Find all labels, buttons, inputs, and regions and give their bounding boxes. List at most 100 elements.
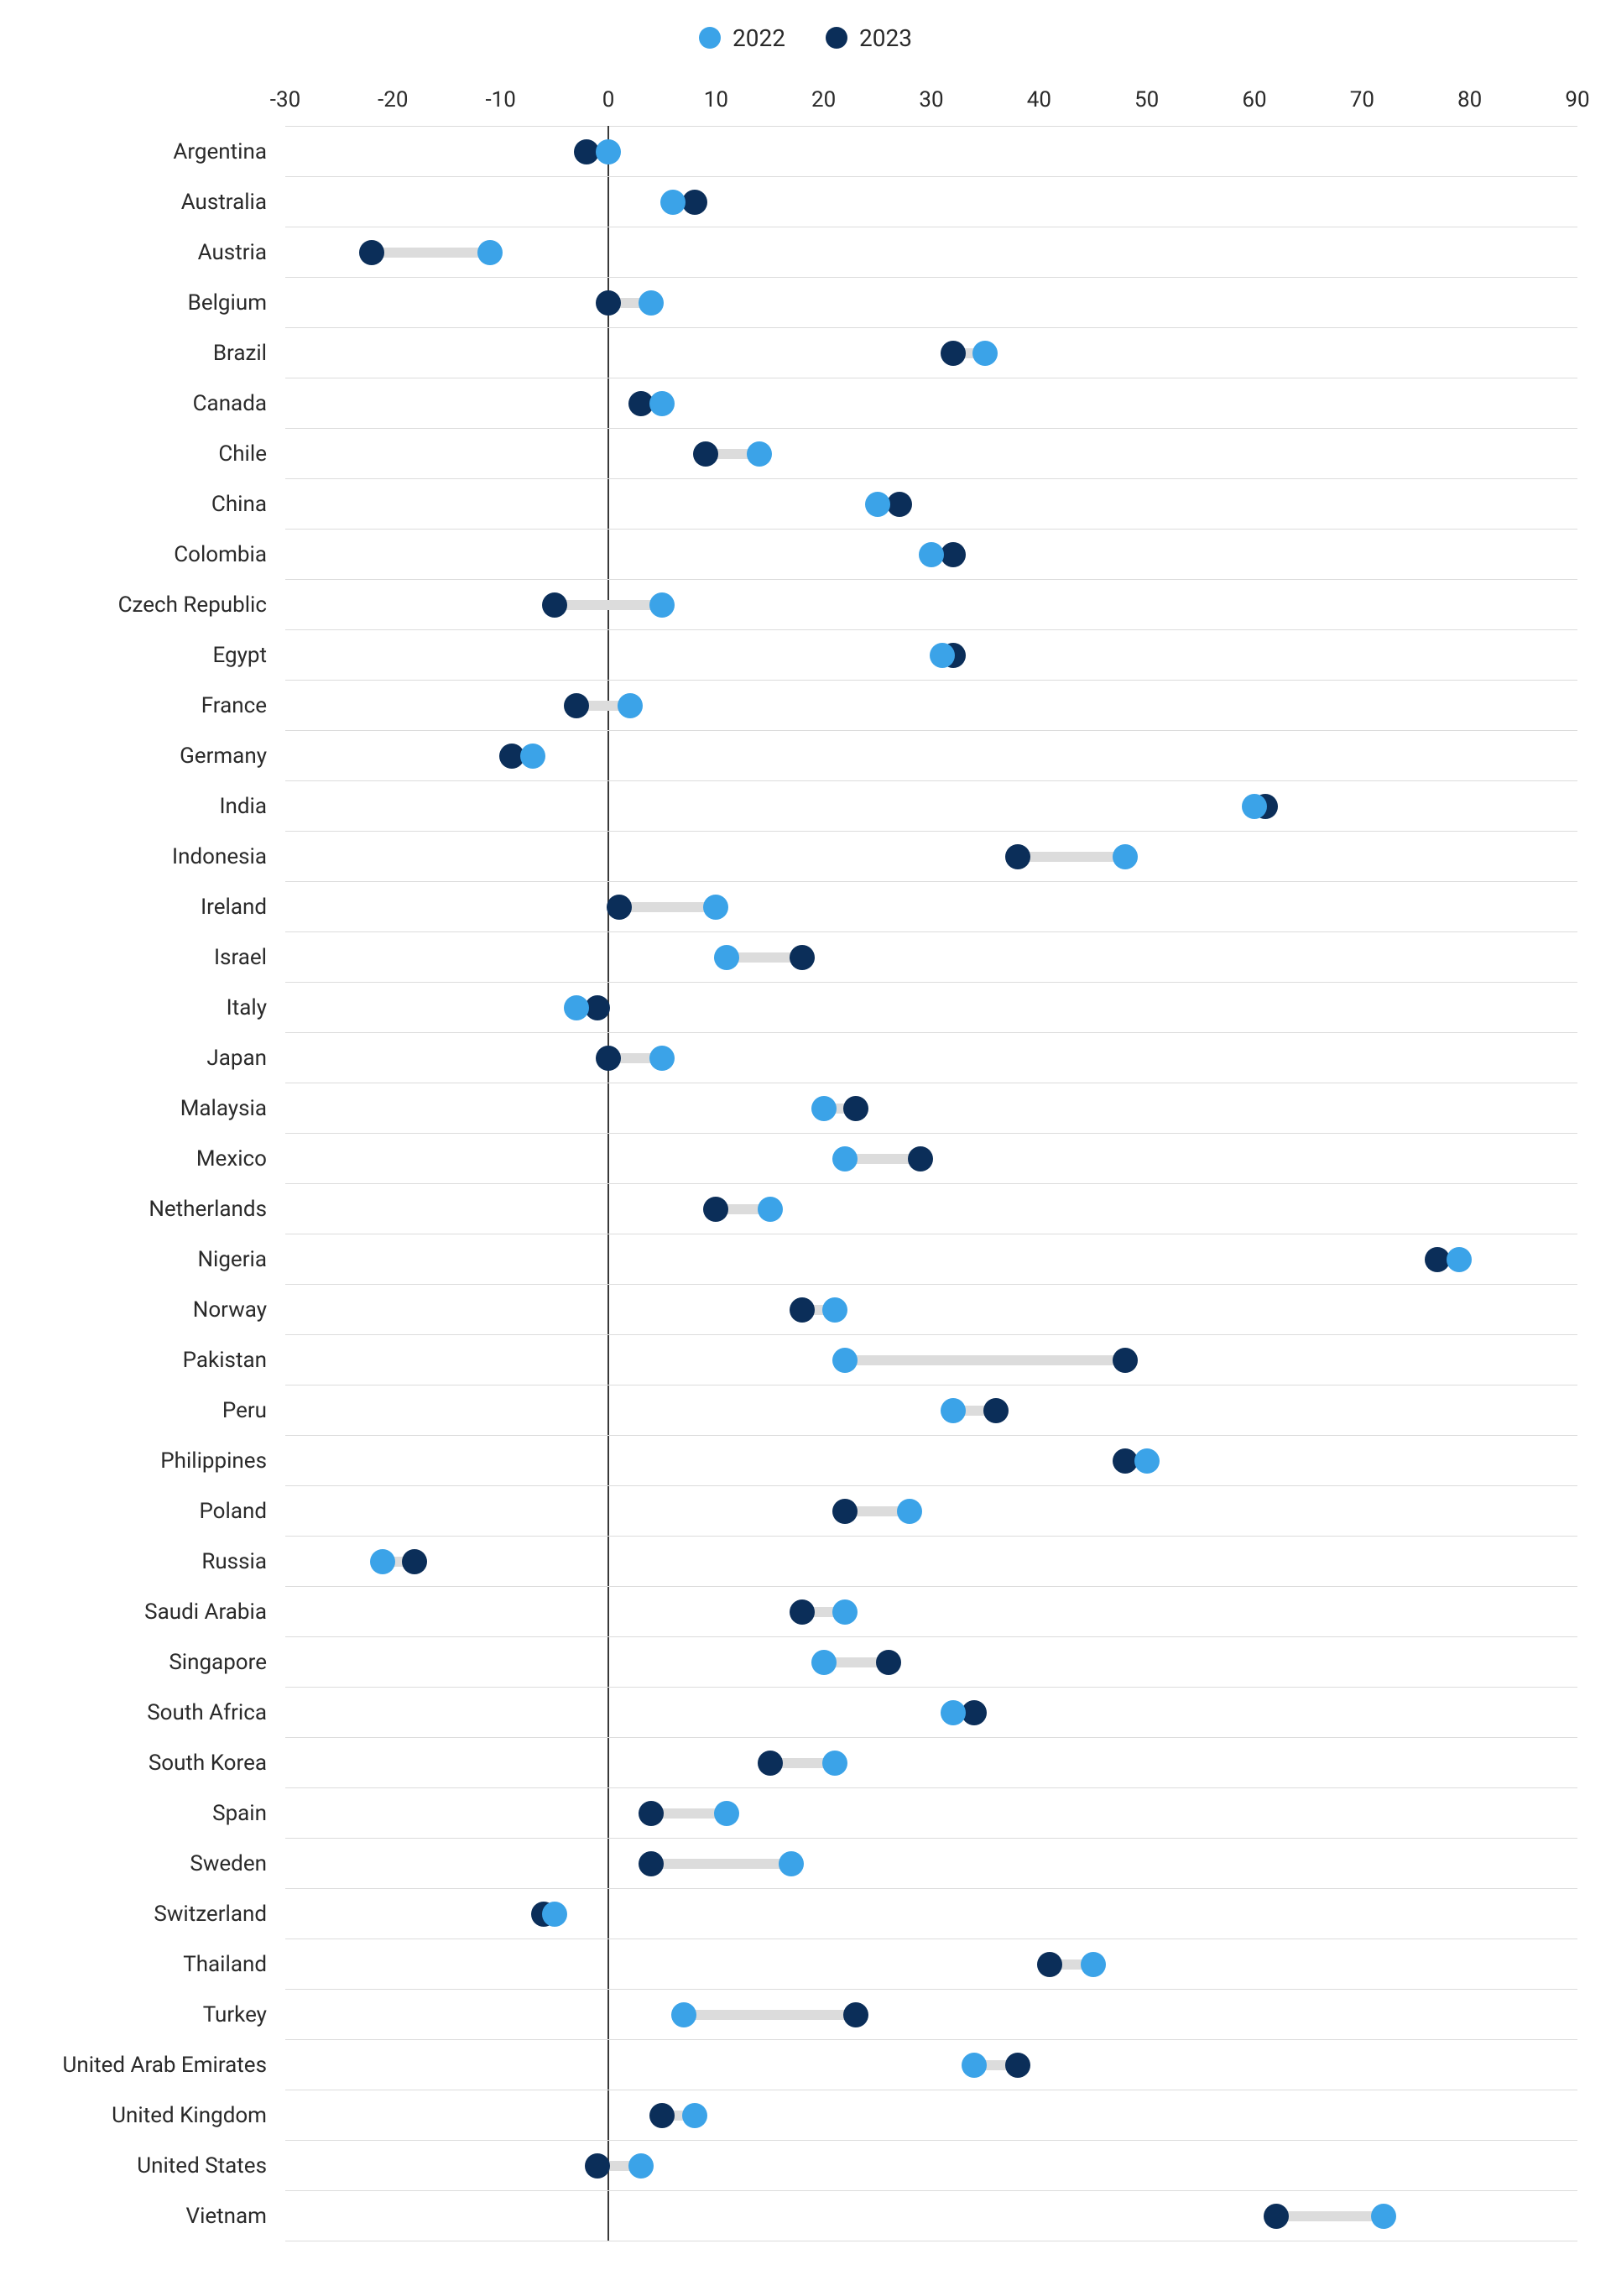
x-axis-tick: 10 bbox=[704, 87, 728, 112]
x-axis-tick: 50 bbox=[1134, 87, 1159, 112]
data-row: Germany bbox=[285, 755, 1577, 756]
data-row: Thailand bbox=[285, 1964, 1577, 1965]
dot-2022 bbox=[832, 1146, 858, 1171]
data-row: Pakistan bbox=[285, 1359, 1577, 1360]
dot-2022 bbox=[941, 1398, 966, 1423]
category-label: South Korea bbox=[149, 1751, 285, 1776]
dot-2022 bbox=[596, 139, 621, 164]
data-row: Philippines bbox=[285, 1460, 1577, 1461]
row-border bbox=[285, 1485, 1577, 1486]
dot-2023 bbox=[832, 1499, 858, 1524]
category-label: Saudi Arabia bbox=[144, 1599, 285, 1625]
row-border bbox=[285, 1284, 1577, 1285]
row-border bbox=[285, 529, 1577, 530]
connector bbox=[555, 600, 662, 610]
category-label: United Arab Emirates bbox=[63, 2053, 285, 2078]
row-border bbox=[285, 2190, 1577, 2191]
dot-plot-chart: 2022 2023 -30-20-100102030405060708090Ar… bbox=[0, 0, 1611, 2296]
data-row: Norway bbox=[285, 1309, 1577, 1310]
category-label: Canada bbox=[193, 391, 285, 416]
data-row: Switzerland bbox=[285, 1913, 1577, 1914]
dot-2022 bbox=[1447, 1247, 1472, 1272]
row-border bbox=[285, 1133, 1577, 1134]
row-border bbox=[285, 277, 1577, 278]
category-label: Japan bbox=[206, 1046, 285, 1071]
row-border bbox=[285, 1536, 1577, 1537]
dot-2023 bbox=[359, 240, 384, 265]
row-border bbox=[285, 831, 1577, 832]
row-border bbox=[285, 1032, 1577, 1033]
dot-2022 bbox=[822, 1297, 847, 1323]
dot-2023 bbox=[639, 1851, 664, 1876]
category-label: Norway bbox=[193, 1297, 285, 1323]
dot-2022 bbox=[649, 592, 675, 618]
data-row: Israel bbox=[285, 957, 1577, 958]
dot-2022 bbox=[811, 1096, 837, 1121]
row-border bbox=[285, 1586, 1577, 1587]
dot-2022 bbox=[564, 995, 589, 1020]
dot-2023 bbox=[908, 1146, 933, 1171]
dot-2022 bbox=[703, 895, 728, 920]
category-label: France bbox=[201, 693, 285, 718]
dot-2022 bbox=[477, 240, 503, 265]
dot-2023 bbox=[876, 1650, 901, 1675]
dot-2022 bbox=[520, 744, 545, 769]
dot-2022 bbox=[1113, 844, 1138, 869]
dot-2023 bbox=[649, 2103, 675, 2128]
data-row: Italy bbox=[285, 1007, 1577, 1008]
legend-label-2022: 2022 bbox=[733, 24, 785, 52]
dot-2022 bbox=[779, 1851, 804, 1876]
dot-2023 bbox=[639, 1801, 664, 1826]
row-border bbox=[285, 680, 1577, 681]
dot-2023 bbox=[607, 895, 632, 920]
dot-2022 bbox=[972, 341, 998, 366]
dot-2023 bbox=[962, 1700, 987, 1725]
category-label: Italy bbox=[227, 995, 285, 1020]
x-axis-tick: 90 bbox=[1565, 87, 1589, 112]
data-row: Argentina bbox=[285, 151, 1577, 152]
legend-item-2022: 2022 bbox=[699, 24, 785, 52]
data-row: Nigeria bbox=[285, 1259, 1577, 1260]
dot-2023 bbox=[843, 2002, 868, 2027]
dot-2023 bbox=[983, 1398, 1009, 1423]
row-border bbox=[285, 629, 1577, 630]
category-label: Switzerland bbox=[154, 1902, 285, 1927]
connector bbox=[684, 2010, 856, 2020]
category-label: Pakistan bbox=[183, 1348, 285, 1373]
data-row: Saudi Arabia bbox=[285, 1611, 1577, 1612]
category-label: Israel bbox=[214, 945, 285, 970]
category-label: Peru bbox=[222, 1398, 285, 1423]
dot-2022 bbox=[822, 1751, 847, 1776]
data-row: United Kingdom bbox=[285, 2115, 1577, 2116]
dot-2023 bbox=[682, 190, 707, 215]
category-label: China bbox=[211, 492, 285, 517]
dot-2022 bbox=[714, 945, 739, 970]
dot-2023 bbox=[1005, 2053, 1030, 2078]
dot-2023 bbox=[1037, 1952, 1062, 1977]
dot-2022 bbox=[941, 1700, 966, 1725]
dot-2022 bbox=[649, 1046, 675, 1071]
chart-legend: 2022 2023 bbox=[0, 0, 1611, 76]
category-label: Ireland bbox=[201, 895, 285, 920]
x-axis-tick: 40 bbox=[1027, 87, 1051, 112]
data-row: Sweden bbox=[285, 1863, 1577, 1864]
dot-2022 bbox=[1242, 794, 1267, 819]
data-row: Turkey bbox=[285, 2014, 1577, 2015]
category-label: Egypt bbox=[212, 643, 285, 668]
dot-2023 bbox=[564, 693, 589, 718]
row-border bbox=[285, 1787, 1577, 1788]
dot-2022 bbox=[370, 1549, 395, 1574]
data-row: Japan bbox=[285, 1057, 1577, 1058]
dot-2023 bbox=[887, 492, 912, 517]
legend-dot-2023 bbox=[826, 27, 847, 49]
dot-2022 bbox=[832, 1599, 858, 1625]
category-label: India bbox=[219, 794, 285, 819]
connector bbox=[1276, 2211, 1384, 2221]
dot-2023 bbox=[790, 1599, 815, 1625]
category-label: Chile bbox=[218, 441, 285, 467]
x-axis-tick: 60 bbox=[1242, 87, 1266, 112]
x-axis-tick: 20 bbox=[811, 87, 836, 112]
dot-2023 bbox=[542, 592, 567, 618]
dot-2022 bbox=[747, 441, 772, 467]
row-border bbox=[285, 982, 1577, 983]
